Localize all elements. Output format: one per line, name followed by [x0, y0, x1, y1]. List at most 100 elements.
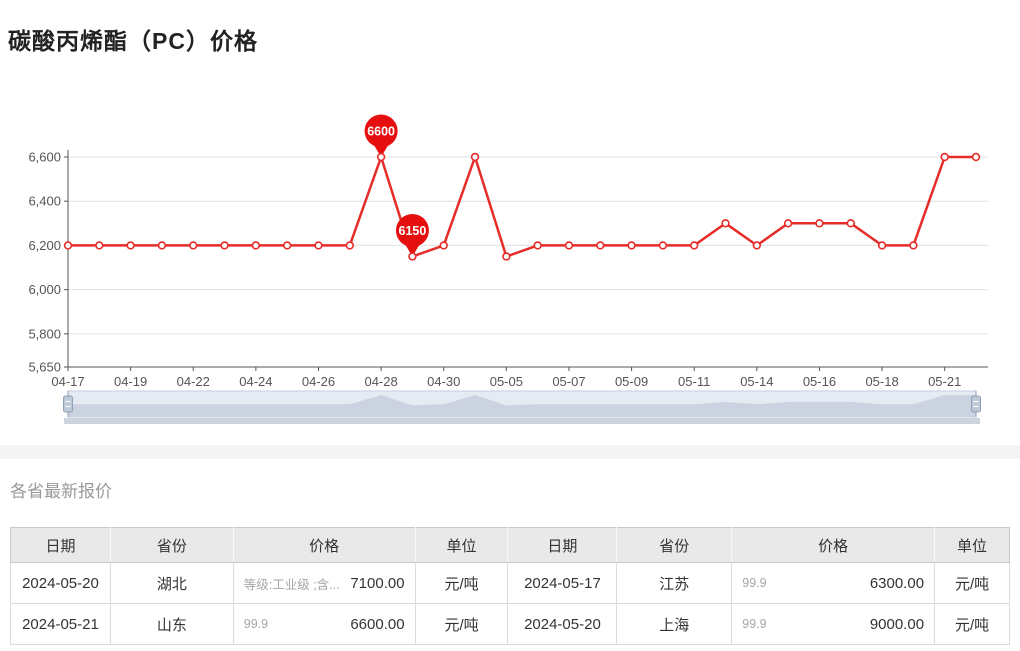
- data-point-marker[interactable]: [502, 252, 511, 261]
- price-cell: 99.9 6600.00: [232, 603, 416, 645]
- column-header: 日期: [507, 527, 618, 563]
- data-point-marker[interactable]: [189, 241, 198, 250]
- data-point-marker[interactable]: [596, 241, 605, 250]
- datazoom-right-handle[interactable]: [971, 395, 981, 413]
- column-header: 省份: [110, 527, 234, 563]
- spec-text: 99.9: [742, 617, 767, 631]
- y-axis-label: 5,650: [28, 360, 61, 375]
- unit-cell: 元/吨: [414, 562, 509, 604]
- column-header: 价格: [233, 527, 416, 563]
- x-axis-label: 04-30: [427, 374, 460, 389]
- date-cell: 2024-05-21: [10, 603, 111, 645]
- data-point-marker[interactable]: [564, 241, 574, 250]
- data-point-marker[interactable]: [690, 241, 699, 250]
- data-point-marker[interactable]: [282, 241, 292, 250]
- x-axis-label: 05-05: [490, 374, 523, 389]
- x-axis-label: 05-14: [740, 374, 773, 389]
- province-cell: 湖北: [109, 562, 234, 604]
- province-cell: 山东: [109, 603, 234, 645]
- y-axis-label: 6,600: [28, 150, 61, 165]
- y-axis-label: 5,800: [28, 326, 61, 341]
- date-cell: 2024-05-20: [10, 562, 111, 604]
- price-line-chart[interactable]: 5,650 5,800 6,000 6,200 6,400 6,600 04-17 04-19…: [0, 0, 1020, 440]
- price-cell: 99.9 6300.00: [731, 562, 936, 604]
- data-point-marker[interactable]: [940, 152, 949, 162]
- date-cell: 2024-05-20: [507, 603, 618, 645]
- datazoom-bottom-strip: [64, 418, 980, 424]
- data-point-marker[interactable]: [846, 219, 855, 228]
- page-title: 碳酸丙烯酯（PC）价格: [8, 28, 258, 54]
- price-cell: 等级:工业级 ;含... 7100.00: [232, 562, 416, 604]
- data-point-marker[interactable]: [721, 219, 730, 228]
- x-axis-label: 04-22: [177, 374, 210, 389]
- latest-quotes-table: 日期 省份 价格 单位 日期 省份 价格 单位 2024-05-20 湖北 等级:工业级 ;含..…: [10, 527, 1010, 645]
- spec-text: 99.9: [742, 576, 767, 590]
- price-value: 6600.00: [350, 615, 405, 633]
- y-axis-label: 6,200: [28, 238, 61, 253]
- column-header: 省份: [616, 527, 733, 563]
- data-point-marker[interactable]: [408, 252, 417, 261]
- x-axis-label: 04-26: [302, 374, 335, 389]
- data-point-marker[interactable]: [63, 241, 73, 250]
- x-axis-label: 05-16: [803, 374, 836, 389]
- data-point-marker[interactable]: [971, 152, 981, 162]
- table-header: 日期 省份 价格 单位 日期 省份 价格 单位: [10, 527, 1010, 563]
- x-axis-label: 04-28: [364, 374, 397, 389]
- data-point-marker[interactable]: [627, 241, 636, 250]
- spec-text: 等级:工业级 ;含...: [243, 577, 340, 592]
- province-cell: 江苏: [616, 562, 733, 604]
- price-value: 6300.00: [869, 574, 925, 592]
- data-point-marker[interactable]: [752, 241, 762, 250]
- price-value: 9000.00: [869, 615, 925, 633]
- data-point-marker[interactable]: [533, 241, 542, 250]
- datazoom-left-handle[interactable]: [63, 395, 73, 413]
- price-cell: 99.9 9000.00: [731, 603, 936, 645]
- data-point-marker[interactable]: [470, 152, 480, 162]
- x-axis-label: 05-09: [615, 374, 648, 389]
- province-cell: 上海: [616, 603, 733, 645]
- data-point-marker[interactable]: [815, 219, 824, 228]
- column-header: 日期: [10, 527, 111, 563]
- data-point-marker[interactable]: [126, 241, 135, 250]
- series-line: [68, 155, 976, 258]
- data-point-marker[interactable]: [439, 241, 448, 250]
- data-point-marker[interactable]: [909, 241, 918, 250]
- data-point-marker[interactable]: [345, 241, 354, 250]
- section-divider: [0, 445, 1020, 459]
- unit-cell: 元/吨: [414, 603, 509, 645]
- data-point-marker[interactable]: [783, 219, 793, 228]
- y-axis-label: 6,400: [28, 194, 61, 209]
- max-markpoint-label: 6600: [367, 125, 395, 139]
- min-markpoint-balloon[interactable]: [395, 213, 429, 247]
- datazoom-data-shadow: [68, 395, 976, 417]
- x-axis-label: 04-24: [239, 374, 272, 389]
- column-header: 单位: [934, 527, 1010, 563]
- x-axis-label: 05-11: [678, 374, 710, 389]
- data-point-marker[interactable]: [95, 241, 104, 250]
- x-axis-label: 05-07: [552, 374, 585, 389]
- spec-text: 99.9: [243, 617, 269, 631]
- column-header: 单位: [415, 527, 509, 563]
- data-point-marker[interactable]: [376, 152, 386, 162]
- data-point-marker[interactable]: [877, 241, 887, 250]
- max-markpoint-balloon[interactable]: [364, 114, 398, 148]
- x-axis-label: 05-21: [928, 374, 961, 389]
- date-cell: 2024-05-17: [507, 562, 618, 604]
- table-row: 2024-05-21 山东 99.9 6600.00 元/吨 2024-05-20 上海 99…: [10, 603, 1010, 645]
- x-axis-label: 04-19: [114, 374, 147, 389]
- unit-cell: 元/吨: [934, 603, 1010, 645]
- table-row: 2024-05-20 湖北 等级:工业级 ;含... 7100.00 元/吨 2024-0…: [10, 562, 1010, 604]
- y-axis-label: 6,000: [28, 282, 61, 297]
- x-axis-label: 05-18: [865, 374, 898, 389]
- data-point-marker[interactable]: [157, 241, 167, 250]
- price-value: 7100.00: [350, 574, 405, 592]
- data-point-marker[interactable]: [314, 241, 323, 250]
- min-markpoint-label: 6150: [399, 224, 427, 238]
- column-header: 价格: [731, 527, 936, 563]
- quotes-section-title: 各省最新报价: [10, 482, 112, 501]
- data-point-marker[interactable]: [220, 241, 229, 250]
- unit-cell: 元/吨: [934, 562, 1010, 604]
- data-point-marker[interactable]: [251, 241, 261, 250]
- x-axis-label: 04-17: [51, 374, 84, 389]
- data-point-marker[interactable]: [658, 241, 668, 250]
